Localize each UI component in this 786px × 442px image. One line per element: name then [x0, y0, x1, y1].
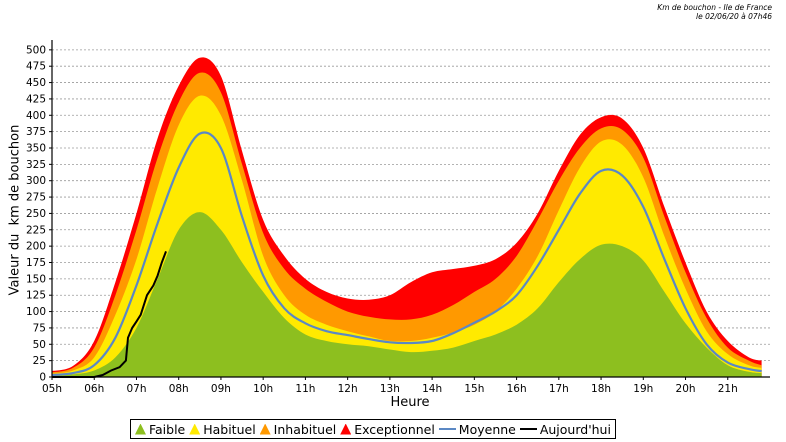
y-tick-label: 500 — [26, 44, 46, 56]
legend-line-icon — [519, 428, 537, 430]
x-tick-label: 18h — [591, 383, 611, 395]
x-tick-label: 13h — [380, 383, 400, 395]
y-axis-label: Valeur du km de bouchon — [7, 124, 23, 296]
legend-swatch-icon — [340, 423, 352, 435]
x-tick-labels: 05h 06h 07h 08h 09h 10h 11h 12h 13h 14h 15h 16h 17h 1… — [42, 377, 738, 395]
y-tick-label: 125 — [26, 290, 46, 302]
legend-item: Moyenne — [438, 421, 516, 437]
legend-label: Habituel — [203, 421, 256, 437]
y-tick-label: 275 — [26, 192, 46, 204]
y-tick-label: 75 — [33, 322, 46, 334]
y-tick-label: 25 — [33, 355, 46, 367]
legend-label: Inhabituel — [273, 421, 337, 437]
y-tick-label: 250 — [26, 208, 46, 220]
x-axis-label: Heure — [390, 395, 430, 410]
y-tick-label: 325 — [26, 159, 46, 171]
y-tick-label: 475 — [26, 61, 46, 73]
y-tick-label: 425 — [26, 93, 46, 105]
y-tick-label: 100 — [26, 306, 46, 318]
x-tick-label: 06h — [84, 383, 104, 395]
x-tick-label: 08h — [169, 383, 189, 395]
y-tick-label: 400 — [26, 110, 46, 122]
area-faible — [52, 212, 762, 377]
x-tick-label: 15h — [464, 383, 484, 395]
y-tick-label: 50 — [33, 339, 46, 351]
y-tick-label: 150 — [26, 273, 46, 285]
x-tick-label: 19h — [633, 383, 653, 395]
legend-label: Exceptionnel — [354, 421, 435, 437]
legend-item: Aujourd'hui — [519, 421, 611, 437]
x-tick-label: 10h — [253, 383, 273, 395]
legend-label: Moyenne — [458, 421, 516, 437]
y-tick-label: 225 — [26, 224, 46, 236]
legend-item: Inhabituel — [259, 421, 337, 437]
axes — [51, 40, 770, 378]
x-tick-label: 07h — [126, 383, 146, 395]
chart-subtitle: le 02/06/20 à 07h46 — [696, 12, 772, 21]
legend-label: Aujourd'hui — [539, 421, 611, 437]
chart-title: Km de bouchon - Ile de France — [657, 3, 772, 12]
y-tick-label: 450 — [26, 77, 46, 89]
area-series — [52, 57, 762, 377]
line-aujourdhui — [52, 251, 167, 378]
y-tick-label: 200 — [26, 241, 46, 253]
x-tick-label: 20h — [676, 383, 696, 395]
legend-swatch-icon — [134, 423, 146, 435]
line-series — [51, 131, 762, 378]
legend-item: Habituel — [189, 421, 256, 437]
x-tick-label: 05h — [42, 383, 62, 395]
y-tick-labels: 0 25 50 75 100 125 150 175 200 225 250 275 300 325 350… — [26, 44, 52, 384]
legend: Faible Habituel Inhabituel Exceptionnel Moye… — [130, 419, 616, 439]
x-tick-label: 09h — [211, 383, 231, 395]
y-tick-label: 300 — [26, 175, 46, 187]
x-tick-label: 21h — [718, 383, 738, 395]
legend-swatch-icon — [189, 423, 201, 435]
x-tick-label: 14h — [422, 383, 442, 395]
legend-line-icon — [438, 428, 456, 430]
x-tick-label: 11h — [295, 383, 315, 395]
y-tick-label: 175 — [26, 257, 46, 269]
legend-item: Exceptionnel — [340, 422, 435, 437]
legend-swatch-icon — [259, 423, 271, 435]
legend-item: Faible — [134, 421, 186, 437]
line-moyenne — [51, 131, 762, 377]
x-tick-label: 16h — [507, 383, 527, 395]
x-tick-label: 12h — [338, 383, 358, 395]
x-tick-label: 17h — [549, 383, 569, 395]
y-tick-label: 0 — [39, 372, 46, 384]
legend-label: Faible — [148, 421, 186, 437]
y-tick-label: 350 — [26, 142, 46, 154]
chart-title-block: Km de bouchon - Ile de France le 02/06/2… — [657, 3, 772, 21]
y-tick-label: 375 — [26, 126, 46, 138]
